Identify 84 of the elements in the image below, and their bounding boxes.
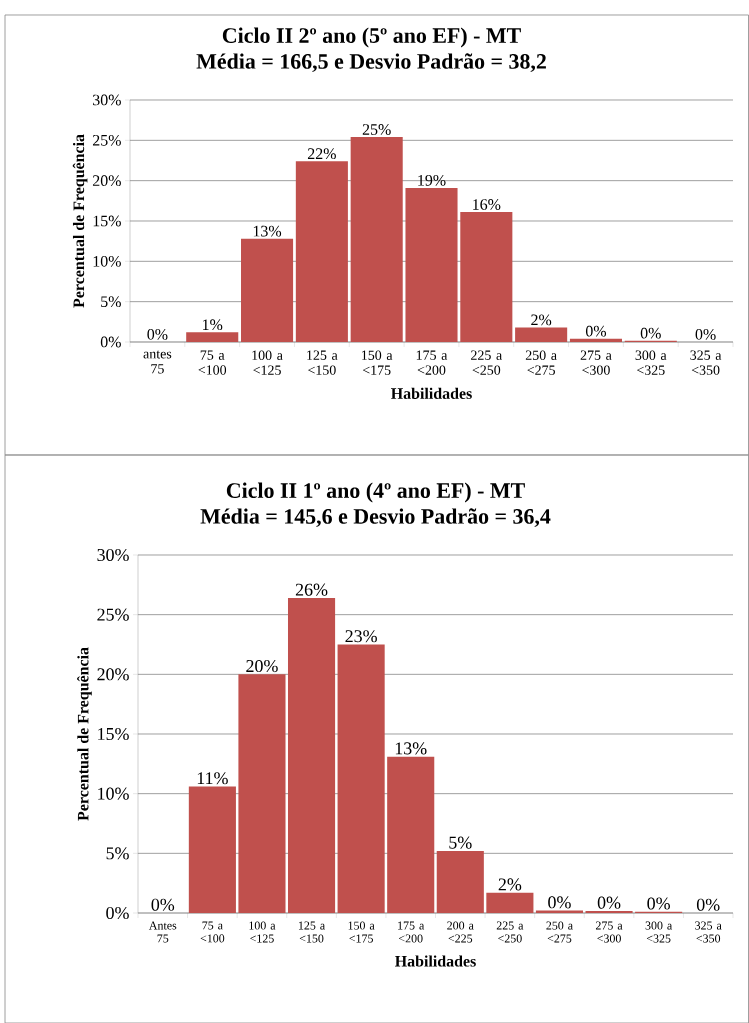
x-tick-label: 275 a <300 <box>580 350 612 375</box>
bar <box>486 892 534 913</box>
x-tick-label: 100 a <125 <box>252 350 283 375</box>
x-tick-label: 75 a <100 <box>198 350 227 375</box>
data-label: 16% <box>473 199 501 210</box>
data-label: 11% <box>197 772 228 785</box>
data-label: 2% <box>498 878 522 891</box>
y-tick-label: 25% <box>92 134 121 146</box>
y-axis-title: Percentual de Frequência <box>72 134 88 308</box>
y-tick-label: 5% <box>101 296 121 308</box>
x-tick-label: 325 a <350 <box>690 350 722 375</box>
x-tick-label: 300 a <325 <box>645 921 673 943</box>
x-tick-label: 150 a <175 <box>362 350 393 375</box>
bar <box>350 137 403 342</box>
data-label: 26% <box>295 583 328 596</box>
data-label: 0% <box>597 896 621 909</box>
bar <box>241 238 294 342</box>
x-tick-label: 200 a <225 <box>447 921 474 943</box>
chart-subtitle: Média = 145,6 e Desvio Padrão = 36,4 <box>200 508 551 528</box>
data-label: 2% <box>531 314 552 326</box>
chart-title: Ciclo II 1º ano (4º ano EF) - MT <box>226 482 525 503</box>
x-tick-label: 125 a <150 <box>298 921 325 943</box>
chart-title: Ciclo II 2º ano (5º ano EF) - MT <box>222 27 521 48</box>
data-label: 0% <box>640 327 661 339</box>
y-tick-label: 30% <box>97 548 129 562</box>
data-label: 0% <box>585 325 607 337</box>
x-tick-label: 250 a <275 <box>546 921 573 943</box>
bar <box>569 338 622 342</box>
bar <box>287 597 336 913</box>
x-tick-label: 225 a <250 <box>496 921 524 943</box>
x-tick-label: 300 a <325 <box>635 350 667 375</box>
data-label: 25% <box>362 124 391 135</box>
x-tick-label: 175 a <200 <box>416 350 448 375</box>
y-tick-label: 10% <box>93 255 121 267</box>
x-axis-title: Habilidades <box>395 955 476 967</box>
data-label: 13% <box>253 225 282 237</box>
y-tick-label: 30% <box>93 94 121 106</box>
bar <box>188 786 236 913</box>
bar <box>585 910 633 913</box>
bar <box>436 850 484 913</box>
bar <box>460 212 513 342</box>
x-tick-label: 125 a <150 <box>307 350 338 375</box>
x-tick-label: 325 a <350 <box>695 921 722 943</box>
x-tick-label: 250 a <275 <box>525 350 557 375</box>
x-tick-label: 175 a <200 <box>398 921 425 943</box>
bar <box>295 161 348 342</box>
y-tick-label: 10% <box>98 787 129 800</box>
chart-subtitle: Média = 166,5 e Desvio Padrão = 38,2 <box>196 53 546 73</box>
x-tick-label: Antes 75 <box>148 921 177 943</box>
y-tick-label: 20% <box>97 668 129 681</box>
x-tick-label: 75 a <100 <box>200 921 225 943</box>
bar <box>238 674 286 913</box>
data-label: 23% <box>345 630 377 643</box>
bar <box>515 327 568 342</box>
bar <box>405 187 458 342</box>
x-axis-title: Habilidades <box>391 387 472 399</box>
data-label: 5% <box>449 836 472 849</box>
data-label: 0% <box>696 898 720 911</box>
x-tick-label: 100 a <125 <box>249 921 276 943</box>
data-label: 19% <box>418 174 446 186</box>
data-label: 0% <box>695 328 716 340</box>
y-tick-label: 5% <box>106 847 129 860</box>
bar <box>337 644 385 913</box>
x-tick-label: 225 a <250 <box>471 350 503 375</box>
y-tick-label: 0% <box>106 906 129 920</box>
x-tick-label: antes 75 <box>143 350 172 374</box>
data-label: 22% <box>307 148 336 160</box>
y-tick-label: 20% <box>92 175 121 187</box>
data-label: 0% <box>147 328 168 340</box>
bar <box>387 756 435 913</box>
x-tick-label: 150 a <175 <box>348 921 375 943</box>
data-label: 0% <box>151 898 175 911</box>
y-tick-label: 0% <box>100 336 121 348</box>
x-tick-label: 275 a <300 <box>595 921 623 943</box>
data-label: 20% <box>246 659 278 673</box>
data-label: 0% <box>647 897 670 910</box>
bar <box>186 332 239 342</box>
data-label: 13% <box>395 742 427 755</box>
y-axis-title: Percentual de Frequência <box>77 647 92 821</box>
data-label: 0% <box>548 896 571 909</box>
y-tick-label: 15% <box>98 727 129 741</box>
y-tick-label: 25% <box>97 608 129 621</box>
y-tick-label: 15% <box>93 215 121 227</box>
data-label: 1% <box>203 319 223 331</box>
